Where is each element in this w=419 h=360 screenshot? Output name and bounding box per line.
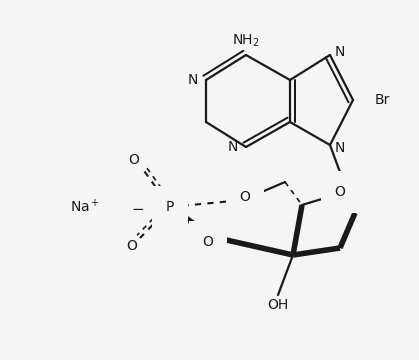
Text: O: O [240, 190, 251, 204]
Text: O: O [129, 153, 140, 167]
Text: N: N [335, 141, 345, 155]
Text: P: P [166, 200, 174, 214]
Text: O: O [127, 239, 137, 253]
Text: NH$_2$: NH$_2$ [232, 33, 260, 49]
Text: N: N [335, 45, 345, 59]
Text: O: O [202, 235, 213, 249]
Text: N: N [228, 140, 238, 154]
Text: Na$^+$: Na$^+$ [70, 198, 100, 216]
Text: N: N [188, 73, 198, 87]
Text: Br: Br [375, 93, 391, 107]
Text: OH: OH [267, 298, 289, 312]
Text: $-$: $-$ [132, 199, 145, 215]
Text: O: O [334, 185, 345, 199]
